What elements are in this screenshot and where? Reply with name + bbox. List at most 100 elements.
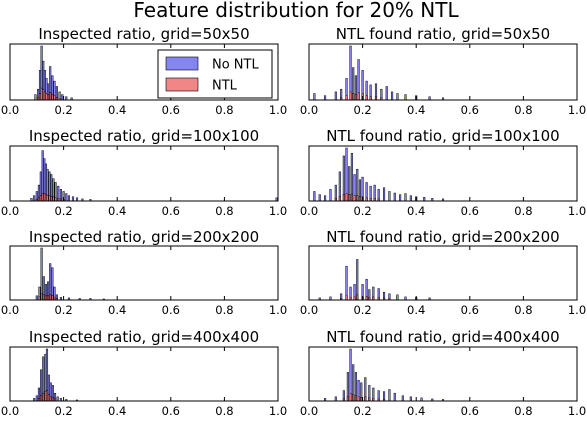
axes-frame bbox=[308, 346, 578, 402]
x-tick-label: 0.6 bbox=[461, 303, 479, 317]
legend: No NTL NTL bbox=[157, 49, 273, 99]
histogram-bar bbox=[35, 295, 38, 301]
histogram-bar bbox=[35, 395, 38, 402]
x-tick-label: 0.8 bbox=[215, 204, 233, 218]
x-tick-label: 0.0 bbox=[300, 303, 318, 317]
histogram-bar bbox=[354, 395, 357, 402]
histogram-bar bbox=[345, 147, 348, 202]
panel-title: Inspected ratio, grid=400x400 bbox=[29, 328, 259, 346]
x-tick-label: 0.0 bbox=[1, 204, 19, 218]
panel-title: NTL found ratio, grid=100x100 bbox=[326, 127, 559, 145]
histogram-bar bbox=[40, 293, 43, 301]
x-tick-label: 1.0 bbox=[269, 303, 287, 317]
x-tick-label: 0.8 bbox=[514, 404, 532, 418]
x-tick-label: 0.0 bbox=[1, 303, 19, 317]
x-tick-label: 0.4 bbox=[108, 204, 126, 218]
histogram-bar bbox=[67, 195, 71, 202]
histogram-bar bbox=[393, 192, 396, 202]
series bbox=[38, 293, 58, 301]
histogram-bar bbox=[349, 392, 352, 402]
x-tick-label: 0.4 bbox=[407, 204, 425, 218]
histogram-bar bbox=[388, 389, 391, 402]
x-tick-label: 0.0 bbox=[300, 204, 318, 218]
histogram-bar bbox=[345, 95, 348, 101]
histogram-bar bbox=[40, 395, 43, 402]
panels: Inspected ratio, grid=50x50 0.0 0.2 0.4 0.6 0… bbox=[1, 25, 586, 418]
histogram-bar bbox=[356, 259, 359, 301]
series bbox=[313, 45, 445, 101]
plot-area bbox=[309, 44, 577, 100]
legend-swatch bbox=[165, 77, 199, 92]
x-tick-label: 0.8 bbox=[514, 204, 532, 218]
x-tick-label: 0.8 bbox=[215, 404, 233, 418]
x-tick-label: 0.8 bbox=[215, 303, 233, 317]
histogram-bar bbox=[47, 94, 50, 101]
histogram-bar bbox=[47, 295, 50, 301]
histogram-bar bbox=[342, 155, 345, 202]
axes-frame bbox=[308, 145, 578, 202]
histogram-bar bbox=[56, 396, 59, 402]
histogram-bar bbox=[33, 195, 36, 202]
histogram-bar bbox=[409, 396, 412, 402]
histogram-bar bbox=[338, 196, 341, 202]
histogram-bar bbox=[52, 196, 55, 202]
histogram-bar bbox=[49, 294, 52, 301]
series bbox=[35, 193, 65, 202]
x-tick-label: 0.4 bbox=[407, 103, 425, 117]
histogram-bar bbox=[49, 396, 52, 402]
axes-frame bbox=[308, 245, 578, 301]
x-tick-label: 0.2 bbox=[353, 303, 371, 317]
x-tick-label: 0.8 bbox=[514, 303, 532, 317]
histogram-bar bbox=[334, 91, 337, 101]
histogram-bar bbox=[65, 193, 68, 202]
histogram-bar bbox=[356, 195, 359, 202]
histogram-bar bbox=[42, 392, 45, 402]
x-tick-label: 0.4 bbox=[407, 404, 425, 418]
panel: Inspected ratio, grid=50x50 0.0 0.2 0.4 0.6 0… bbox=[1, 25, 287, 117]
histogram-bar bbox=[51, 295, 54, 301]
panel: NTL found ratio, grid=400x400 0.0 0.2 0.4 0.… bbox=[300, 328, 586, 418]
panel-title: NTL found ratio, grid=200x200 bbox=[326, 228, 559, 246]
histogram-bar bbox=[47, 394, 50, 402]
histogram-bar bbox=[42, 294, 45, 301]
x-tick-label: 1.0 bbox=[568, 303, 586, 317]
x-tick-label: 0.8 bbox=[514, 103, 532, 117]
x-tick-label: 0.6 bbox=[461, 204, 479, 218]
histogram-bar bbox=[365, 95, 368, 101]
panel-title: NTL found ratio, grid=400x400 bbox=[326, 328, 559, 346]
histogram-bar bbox=[50, 195, 53, 202]
x-tick-label: 0.2 bbox=[54, 404, 72, 418]
x-tick-label: 0.2 bbox=[353, 204, 371, 218]
x-tick-label: 0.2 bbox=[54, 303, 72, 317]
x-tick-label: 0.2 bbox=[54, 204, 72, 218]
x-tick-label: 0.4 bbox=[407, 303, 425, 317]
x-tick-label: 1.0 bbox=[269, 204, 287, 218]
x-tick-label: 0.4 bbox=[108, 103, 126, 117]
histogram-bar bbox=[318, 194, 321, 202]
panel-title: Inspected ratio, grid=50x50 bbox=[38, 25, 249, 43]
histogram-bar bbox=[46, 194, 49, 202]
axes-frame bbox=[9, 43, 279, 101]
panel-title: NTL found ratio, grid=50x50 bbox=[336, 25, 550, 43]
panel: NTL found ratio, grid=50x50 0.0 0.2 0.4 0.6 0… bbox=[300, 25, 586, 117]
x-tick-label: 0.0 bbox=[1, 103, 19, 117]
histogram-bar bbox=[350, 153, 353, 202]
histogram-bar bbox=[51, 397, 54, 402]
plot-area bbox=[309, 347, 577, 401]
histogram-bar bbox=[401, 395, 404, 402]
x-tick-label: 0.6 bbox=[461, 404, 479, 418]
series bbox=[342, 392, 386, 402]
panel-title: Inspected ratio, grid=200x200 bbox=[29, 228, 259, 246]
histogram-bar bbox=[324, 95, 327, 101]
histogram-bar bbox=[53, 95, 56, 101]
histogram-bar bbox=[44, 295, 47, 301]
histogram-bar bbox=[354, 94, 357, 101]
histogram-bar bbox=[313, 93, 316, 101]
histogram-bar bbox=[51, 94, 54, 101]
plot-area bbox=[10, 347, 278, 401]
histogram-bar bbox=[399, 194, 402, 202]
x-tick-label: 0.4 bbox=[108, 303, 126, 317]
histogram-bar bbox=[357, 92, 360, 101]
histogram-bar bbox=[364, 396, 367, 402]
histogram-bar bbox=[353, 195, 356, 202]
